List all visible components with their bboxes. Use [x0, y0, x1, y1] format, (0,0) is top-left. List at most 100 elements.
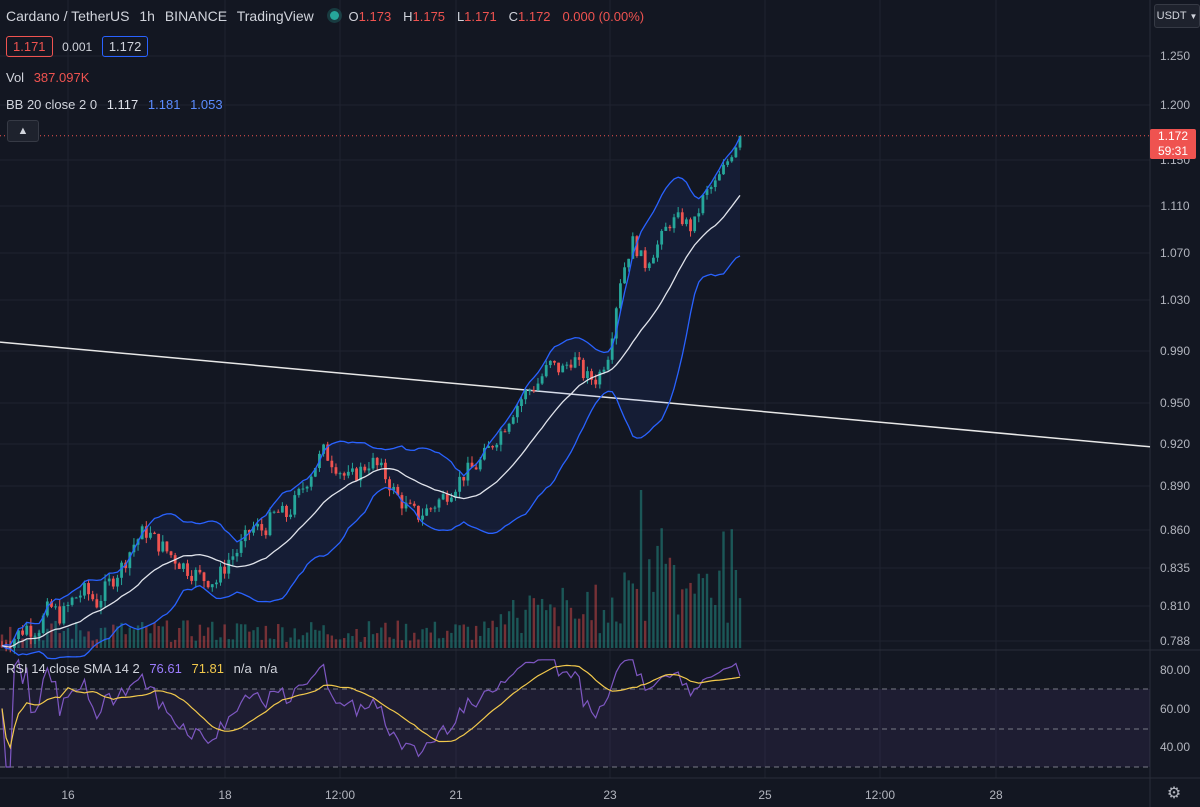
volume-bar: [297, 639, 301, 648]
volume-bar: [17, 640, 20, 648]
ask-price[interactable]: 1.172: [101, 36, 149, 57]
bb-upper-line: [1, 136, 741, 647]
candle-body: [83, 583, 86, 596]
candle-body: [264, 530, 268, 536]
candle-body: [8, 647, 12, 649]
volume-bar: [367, 621, 371, 648]
currency-label: USDT: [1156, 10, 1187, 22]
volume-bar: [54, 621, 57, 648]
candle-body: [359, 466, 363, 481]
candle-body: [660, 230, 664, 245]
chart-settings-button[interactable]: ⚙: [1164, 784, 1184, 804]
time-axis[interactable]: 16 18 12:00 21 23 25 12:00 28: [61, 788, 1003, 802]
candle-body: [355, 468, 358, 481]
volume-bar: [124, 634, 127, 648]
volume-bar: [132, 629, 136, 648]
candle-body: [177, 563, 181, 569]
volume-bar: [553, 607, 556, 648]
volume-bar: [462, 624, 465, 648]
volume-bar: [507, 611, 511, 648]
rsi-legend[interactable]: RSI 14 close SMA 14 2 76.61 71.81 n/a n/…: [6, 661, 277, 676]
volume-bar: [672, 564, 676, 648]
candle-body: [276, 511, 280, 513]
candle-body: [194, 569, 198, 581]
volume-bar: [441, 637, 445, 648]
volume-bar: [99, 627, 103, 648]
volume-bar: [338, 639, 342, 648]
candle-body: [120, 562, 123, 578]
candle-body: [606, 359, 610, 370]
volume-bar: [289, 637, 292, 648]
volume-bar: [293, 628, 296, 648]
candle-body: [169, 551, 173, 556]
volume-bar: [355, 628, 358, 648]
candle-body: [528, 390, 532, 392]
candle-body: [379, 462, 383, 466]
candle-body: [627, 258, 631, 268]
time-tick-label: 18: [218, 788, 232, 802]
volume-bar: [260, 639, 263, 648]
price-tick-label: 0.860: [1160, 523, 1190, 537]
price-tick-label: 0.890: [1160, 479, 1190, 493]
symbol-name[interactable]: Cardano / TetherUS: [6, 8, 130, 24]
chevron-down-icon: ▼: [1189, 12, 1198, 21]
volume-bar: [685, 588, 688, 648]
candle-body: [338, 473, 342, 475]
time-tick-label: 16: [61, 788, 75, 802]
volume-bar: [619, 623, 622, 648]
volume-bar: [697, 573, 700, 648]
price-axis[interactable]: 1.2501.2001.1501.1101.0701.0300.9900.950…: [1160, 49, 1190, 648]
bid-price[interactable]: 1.171: [6, 36, 53, 57]
currency-button[interactable]: USDT ▼: [1154, 4, 1200, 28]
volume-bar: [75, 621, 78, 648]
volume-bar: [235, 623, 239, 648]
candle-body: [656, 244, 659, 258]
candles: [0, 135, 742, 654]
volume-bar: [400, 640, 404, 648]
price-tick-label: 1.030: [1160, 293, 1190, 307]
candle-body: [734, 147, 738, 158]
candle-body: [445, 494, 449, 502]
candle-body: [309, 476, 313, 487]
volume-bar: [532, 598, 536, 648]
volume-bar: [25, 639, 28, 648]
candle-body: [569, 364, 573, 368]
rsi-sma-value: 71.81: [191, 661, 225, 676]
volume-bar: [318, 630, 321, 648]
candle-body: [78, 595, 82, 598]
volume-bar: [606, 622, 610, 648]
rsi-pane: 80.00 60.00 40.00: [0, 658, 1190, 768]
candle-body: [705, 189, 709, 195]
candle-body: [524, 390, 528, 400]
volume-bar: [334, 639, 338, 648]
volume-bar: [305, 632, 309, 648]
volume-bar: [103, 627, 107, 648]
candle-body: [487, 446, 490, 448]
volume-bar: [652, 591, 655, 648]
trendline[interactable]: [0, 341, 1151, 448]
volume-bar: [173, 639, 177, 648]
candle-body: [738, 135, 742, 148]
bb-legend[interactable]: BB 20 close 2 0 1.117 1.181 1.053: [6, 97, 223, 112]
candle-body: [676, 212, 680, 218]
candle-body: [503, 431, 507, 433]
volume-bar: [58, 633, 61, 648]
collapse-legend-button[interactable]: ▲: [7, 120, 39, 142]
volume-bar: [264, 625, 268, 648]
volume-legend[interactable]: Vol 387.097K: [6, 70, 89, 85]
candle-body: [437, 499, 441, 508]
volume-bar: [487, 627, 490, 648]
volume-bar: [42, 640, 45, 648]
candle-body: [165, 541, 169, 552]
volume-bar: [285, 641, 288, 648]
candle-body: [495, 444, 499, 448]
volume-bar: [437, 638, 441, 648]
price-tick-label: 1.070: [1160, 246, 1190, 260]
candle-body: [722, 164, 725, 175]
candle-body: [614, 308, 618, 339]
volume-bar: [536, 604, 540, 648]
volume-bar: [660, 528, 663, 648]
volume-bar: [116, 626, 119, 648]
